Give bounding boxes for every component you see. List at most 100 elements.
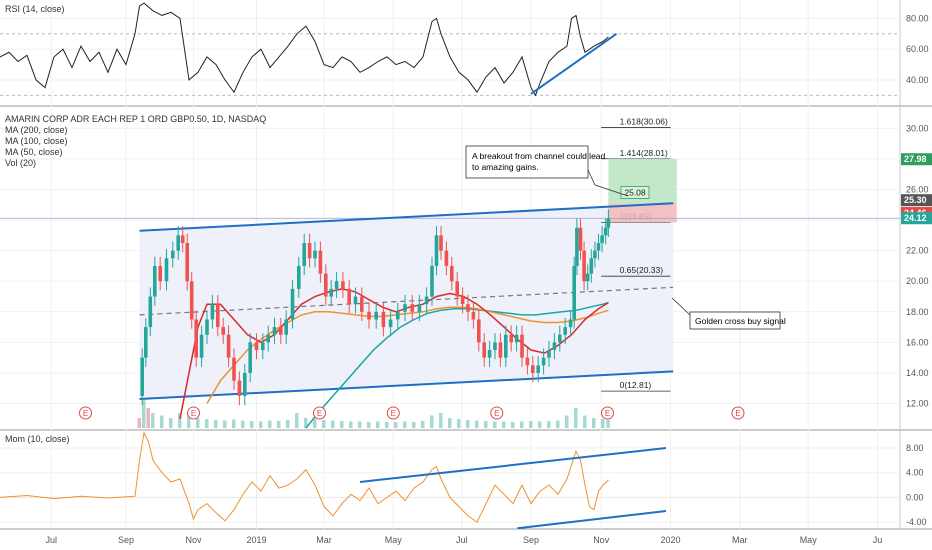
- candle-body: [140, 357, 144, 396]
- candle-body: [180, 235, 185, 244]
- fib-level-label: 1.414(28.01): [620, 148, 668, 158]
- candle-body: [450, 265, 454, 282]
- ma50-line: [179, 288, 609, 419]
- volume-bar: [313, 419, 317, 428]
- candle-body: [374, 311, 378, 320]
- candle-body: [199, 334, 204, 358]
- earnings-marker[interactable]: E: [386, 406, 400, 420]
- candle-body: [498, 342, 503, 358]
- main-price-pane[interactable]: 1.618(30.06)1.414(28.01)1(23.85)0.65(20.…: [0, 116, 900, 429]
- price-tag-label: 24.12: [904, 213, 927, 223]
- volume-bar: [322, 420, 326, 428]
- volume-bar: [538, 421, 542, 428]
- volume-bar: [178, 413, 182, 428]
- breakout-annotation[interactable]: A breakout from channel could lead to am…: [465, 145, 629, 197]
- volume-bar: [286, 420, 290, 428]
- earnings-marker[interactable]: E: [187, 406, 200, 420]
- candle-body: [403, 304, 407, 312]
- stop-loss-zone: [608, 203, 677, 223]
- candle-body: [313, 250, 317, 259]
- time-tick-label: Nov: [185, 535, 202, 545]
- candle-body: [596, 243, 601, 251]
- earnings-marker-circle: [601, 406, 614, 420]
- rsi-line: [0, 2, 609, 97]
- earnings-marker[interactable]: E: [79, 406, 92, 420]
- price-tag-bg: [901, 153, 932, 166]
- candle-body: [189, 281, 194, 320]
- earnings-marker-circle: [187, 406, 200, 420]
- candle-body: [164, 258, 169, 282]
- rsi-pane-label: RSI (14, close): [5, 4, 65, 14]
- price-tag-bg: [901, 212, 932, 225]
- volume-bar: [448, 418, 452, 428]
- candle-body: [272, 327, 277, 335]
- channel-upper-line: [139, 202, 674, 232]
- volume-bar: [376, 421, 380, 428]
- candle-body: [324, 273, 328, 297]
- mom-axis-tick: -4.00: [906, 517, 927, 527]
- candle-body: [194, 319, 198, 358]
- candle-body: [455, 281, 459, 297]
- candle-body: [593, 250, 597, 259]
- golden-cross-annotation[interactable]: Golden cross buy signal: [671, 297, 786, 330]
- main-axis-tick: 14.00: [906, 368, 929, 378]
- candle-body: [509, 334, 513, 343]
- candle-body: [226, 334, 231, 358]
- indicator-ma100-label: MA (100, close): [5, 136, 68, 146]
- candle-body: [439, 235, 443, 251]
- volume-bar: [403, 421, 407, 428]
- candle-body: [578, 227, 583, 251]
- volume-bar: [475, 420, 479, 428]
- mom-axis-tick: 0.00: [906, 492, 924, 502]
- volume-bar: [205, 419, 209, 428]
- rsi-pane[interactable]: [0, 2, 900, 97]
- candle-body: [297, 265, 301, 289]
- ma200-line: [305, 301, 609, 429]
- candle-body: [572, 265, 576, 320]
- candle-body: [520, 334, 524, 358]
- candle-body: [367, 311, 371, 320]
- mom-axis-tick: 4.00: [906, 468, 924, 478]
- earnings-marker[interactable]: E: [490, 406, 504, 420]
- momentum-pane[interactable]: [0, 430, 900, 530]
- time-tick-label: Nov: [593, 535, 610, 545]
- candle-body: [396, 311, 400, 320]
- candle-body: [388, 319, 393, 328]
- golden-cross-pointer: [671, 297, 691, 316]
- rsi-axis-tick: 80.00: [906, 13, 929, 23]
- candle-body: [606, 218, 611, 228]
- candle-body: [302, 243, 306, 266]
- volume-bar: [160, 415, 164, 428]
- time-tick-label: Mar: [316, 535, 332, 545]
- time-tick-label: May: [385, 535, 403, 545]
- main-axis-tick: 18.00: [906, 307, 929, 317]
- price-axis[interactable]: 80.0060.0040.0030.0028.0026.0024.0022.00…: [901, 13, 932, 527]
- volume-bar: [142, 398, 146, 428]
- volume-bar: [223, 420, 227, 428]
- candle-body: [261, 342, 265, 351]
- earnings-marker-label: E: [191, 409, 196, 418]
- volume-bar: [529, 421, 533, 428]
- earnings-marker-circle: [731, 406, 745, 420]
- time-axis[interactable]: Jul Sep Nov 2019 Mar May Jul Sep Nov 2020 Mar May Ju: [46, 535, 883, 545]
- candle-body: [290, 288, 295, 320]
- golden-cross-box: [689, 311, 781, 330]
- volume-bar: [146, 408, 150, 428]
- candle-body: [381, 311, 386, 328]
- candle-body: [171, 250, 175, 259]
- candle-body: [216, 304, 220, 328]
- candle-body: [237, 380, 242, 396]
- candle-body: [430, 265, 434, 297]
- earnings-marker[interactable]: E: [731, 406, 745, 420]
- candle-body: [153, 265, 157, 297]
- volume-bar: [592, 418, 596, 428]
- earnings-marker[interactable]: E: [601, 406, 614, 420]
- earnings-marker[interactable]: E: [313, 406, 326, 420]
- volume-bar: [151, 413, 155, 428]
- candle-body: [284, 319, 288, 335]
- mom-pane-label: Mom (10, close): [5, 434, 70, 444]
- volume-bar: [358, 421, 362, 428]
- candle-body: [487, 350, 492, 358]
- time-tick-label: May: [800, 535, 818, 545]
